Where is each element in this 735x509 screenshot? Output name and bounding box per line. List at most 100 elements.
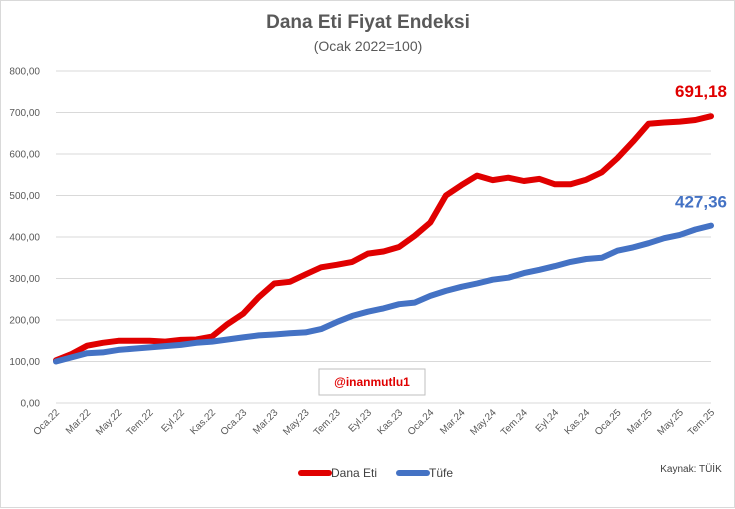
data-point: [243, 337, 244, 338]
data-point: [227, 324, 228, 325]
data-point: [586, 179, 587, 180]
data-point: [56, 361, 57, 362]
data-point: [87, 353, 88, 354]
data-point: [711, 225, 712, 226]
data-point: [664, 238, 665, 239]
data-point: [149, 347, 150, 348]
x-tick-label: Eyl.23: [347, 407, 375, 435]
data-point: [258, 335, 259, 336]
data-point: [461, 185, 462, 186]
x-tick-label: Mar.24: [438, 407, 468, 437]
data-point: [414, 235, 415, 236]
data-point: [87, 345, 88, 346]
x-tick-label: Tem.22: [125, 407, 156, 438]
y-tick-label: 400,00: [9, 233, 40, 244]
x-tick-label: Tem.23: [312, 407, 343, 438]
x-tick-label: Mar.23: [251, 407, 281, 437]
x-tick-label: Kas.24: [563, 407, 593, 437]
x-tick-label: May.24: [468, 407, 499, 438]
data-point: [492, 279, 493, 280]
data-point: [133, 348, 134, 349]
data-point: [336, 264, 337, 265]
data-point: [430, 222, 431, 223]
data-point: [523, 180, 524, 181]
data-point: [508, 277, 509, 278]
data-point: [180, 344, 181, 345]
data-point: [430, 295, 431, 296]
x-tick-label: Kas.23: [375, 407, 405, 437]
data-point: [336, 322, 337, 323]
data-point: [555, 184, 556, 185]
chart-subtitle: (Ocak 2022=100): [314, 38, 423, 54]
data-point: [165, 346, 166, 347]
data-point: [679, 234, 680, 235]
y-tick-label: 200,00: [9, 316, 40, 327]
data-point: [648, 123, 649, 124]
chart-title: Dana Eti Fiyat Endeksi: [266, 12, 470, 33]
data-point: [399, 246, 400, 247]
data-point: [445, 290, 446, 291]
data-point: [492, 180, 493, 181]
data-point: [445, 195, 446, 196]
data-point: [165, 341, 166, 342]
x-tick-label: Oca.23: [219, 407, 250, 438]
y-tick-label: 700,00: [9, 108, 40, 119]
x-tick-label: Oca.24: [406, 407, 437, 438]
data-point: [258, 297, 259, 298]
data-point: [399, 304, 400, 305]
x-tick-label: Eyl.24: [534, 407, 562, 435]
data-point: [211, 341, 212, 342]
gridlines: [56, 71, 711, 403]
data-point: [539, 269, 540, 270]
y-tick-label: 500,00: [9, 191, 40, 202]
data-point: [243, 313, 244, 314]
legend-label: Dana Eti: [331, 466, 377, 480]
x-tick-label: Kas.22: [188, 407, 218, 437]
data-point: [586, 258, 587, 259]
end-value-label: 691,18: [675, 82, 727, 101]
data-point: [633, 247, 634, 248]
series-lines: [56, 116, 712, 362]
data-point: [180, 339, 181, 340]
data-point: [664, 122, 665, 123]
data-point: [383, 251, 384, 252]
x-tick-label: Oca.22: [32, 407, 63, 438]
source-note: Kaynak: TÜİK: [660, 462, 722, 475]
y-axis: 0,00 100,00 200,00 300,00 400,00 500,00 600,00…: [9, 67, 40, 410]
x-axis: Oca.22 Mar.22 May.22 Tem.22 Eyl.22 Kas.22 Oca.…: [32, 407, 718, 438]
data-point: [695, 119, 696, 120]
x-tick-label: Tem.24: [499, 407, 530, 438]
data-point: [383, 308, 384, 309]
data-point: [289, 281, 290, 282]
data-point: [352, 315, 353, 316]
data-point: [570, 184, 571, 185]
legend: Dana Eti Tüfe: [301, 466, 453, 480]
data-point: [211, 336, 212, 337]
data-point: [617, 158, 618, 159]
data-point: [555, 266, 556, 267]
data-point: [648, 243, 649, 244]
x-tick-label: May.22: [94, 407, 125, 438]
data-point: [118, 349, 119, 350]
data-point: [149, 340, 150, 341]
data-point: [601, 257, 602, 258]
data-point: [461, 286, 462, 287]
x-tick-label: Mar.25: [625, 407, 655, 437]
data-point: [102, 352, 103, 353]
data-point: [321, 267, 322, 268]
data-point: [227, 339, 228, 340]
watermark-box: @inanmutlu1: [319, 369, 425, 395]
x-tick-label: Eyl.22: [159, 407, 187, 435]
data-point: [71, 357, 72, 358]
y-tick-label: 800,00: [9, 67, 40, 78]
end-labels: 691,18 427,36: [675, 82, 727, 211]
y-tick-label: 300,00: [9, 274, 40, 285]
data-point: [695, 229, 696, 230]
data-point: [367, 253, 368, 254]
x-tick-label: Mar.22: [64, 407, 94, 437]
data-point: [477, 175, 478, 176]
legend-label: Tüfe: [429, 466, 453, 480]
data-point: [289, 333, 290, 334]
